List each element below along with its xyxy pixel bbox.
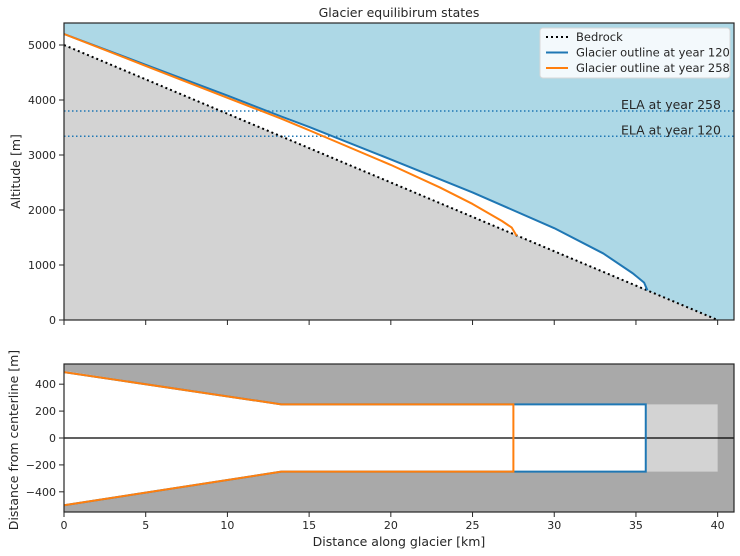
x-tick-label: 0 — [61, 519, 68, 532]
chart-title: Glacier equilibirum states — [319, 5, 480, 20]
legend: Bedrock Glacier outline at year 120Glacie… — [539, 27, 731, 79]
ela-label: ELA at year 120 — [621, 122, 721, 137]
glacier-body — [64, 34, 648, 291]
altitude-panel: ELA at year 258 ELA at year 120 0 1000 2000 3… — [8, 5, 735, 327]
y-tick-label: −400 — [26, 486, 56, 499]
x-tick-label: 25 — [466, 519, 480, 532]
top-frame — [63, 22, 735, 321]
x-tick-label: 40 — [711, 519, 725, 532]
legend-label: Glacier outline at year 120 — [576, 46, 730, 60]
glacier-outline-line — [63, 33, 518, 237]
x-tick-label: 5 — [142, 519, 149, 532]
x-tick-label: 35 — [629, 519, 643, 532]
y-tick-label: 0 — [49, 432, 56, 445]
legend-label: Bedrock — [576, 30, 623, 44]
bedrock-line — [63, 44, 719, 321]
legend-label: Glacier outline at year 258 — [576, 61, 730, 75]
y-tick-label: 200 — [35, 405, 56, 418]
y-tick-label: 3000 — [28, 149, 56, 162]
ground-fill — [64, 45, 734, 320]
planview-panel: 0 5 10 15 20 25 30 35 40 −400 −200 0 200 400 Distance … — [6, 350, 735, 549]
y-tick-label: 4000 — [28, 94, 56, 107]
x-axis-label: Distance along glacier [km] — [313, 534, 486, 549]
y-tick-label: −200 — [26, 459, 56, 472]
legend-box — [539, 27, 731, 79]
x-tick-label: 30 — [547, 519, 561, 532]
glacier-outline-line — [63, 33, 649, 291]
y-tick-label: 2000 — [28, 204, 56, 217]
ela-label: ELA at year 258 — [621, 97, 721, 112]
y-tick-label: 5000 — [28, 39, 56, 52]
x-tick-label: 10 — [220, 519, 234, 532]
x-tick-label: 20 — [384, 519, 398, 532]
x-tick-label: 15 — [302, 519, 316, 532]
y-tick-label: 0 — [49, 314, 56, 327]
y-axis-label: Altitude [m] — [8, 134, 23, 209]
y-axis-label: Distance from centerline [m] — [6, 350, 21, 530]
planview-outline — [64, 371, 515, 507]
y-tick-label: 400 — [35, 378, 56, 391]
glacier-area — [64, 372, 646, 506]
y-tick-label: 1000 — [28, 259, 56, 272]
